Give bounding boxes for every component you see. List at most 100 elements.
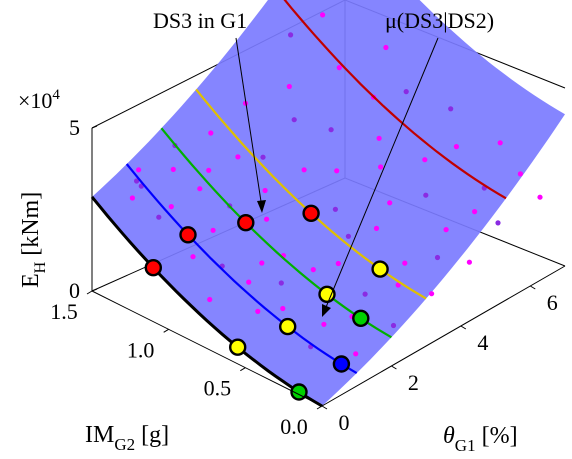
scatter-point (208, 130, 214, 136)
x-tick-mark (530, 285, 536, 290)
scatter-point (210, 227, 216, 233)
y-tick-label: 0.0 (280, 414, 308, 439)
x-tick-label: 4 (477, 330, 488, 355)
x-axis-label: θG1 [%] (443, 423, 518, 455)
damage-marker (144, 259, 163, 277)
damage-state-curve (90, 195, 323, 408)
scatter-point (134, 178, 140, 184)
z-tick-label: 5 (69, 115, 80, 140)
scatter-point (378, 164, 384, 170)
damage-marker (302, 204, 320, 223)
x-tick-label: 2 (408, 370, 419, 395)
scatter-point (170, 166, 176, 172)
scatter-point (336, 65, 342, 71)
scatter-point (259, 260, 265, 266)
annotation-ds3-in-g1: DS3 in G1 (153, 8, 247, 33)
scatter-point (246, 279, 252, 285)
damage-marker (279, 317, 297, 336)
damage-marker (371, 260, 389, 278)
scatter-point (321, 321, 327, 327)
scatter-point (156, 214, 162, 220)
damage-marker (352, 309, 370, 327)
scatter-point (466, 259, 472, 265)
annotation-arrows (235, 37, 439, 317)
x-tick-label: 0 (339, 410, 350, 435)
y-tick-mark (316, 405, 323, 410)
scatter-point (537, 194, 543, 200)
scatter-point (301, 167, 307, 173)
damage-marker (228, 338, 247, 356)
z-tick-mark (91, 288, 98, 292)
x-tick-label: 6 (547, 290, 558, 315)
annotation-arrow-ds3 (235, 37, 263, 209)
scatter-point (387, 200, 393, 206)
scatter-point (288, 32, 294, 38)
z-tick-mark (91, 125, 98, 129)
damage-marker (318, 285, 336, 303)
scatter-point (197, 186, 203, 192)
scatter-point (423, 192, 429, 198)
scatter-point (190, 254, 196, 260)
annotation-mu-ds3-ds2: μ(DS3|DS2) (385, 8, 494, 33)
y-axis-label: IMG2 [g] (85, 422, 169, 454)
damage-state-curve (283, 0, 507, 200)
curve-layer (90, 0, 507, 408)
y-tick-mark (86, 290, 93, 295)
y-tick-label: 1.0 (127, 337, 155, 362)
scatter-point (395, 282, 401, 288)
y-tick-mark (163, 328, 169, 333)
scatter-point (320, 12, 326, 18)
scatter-point (353, 351, 359, 357)
scatter-point (328, 127, 334, 133)
y-tick-label: 1.5 (50, 299, 78, 324)
scatter-point (310, 267, 316, 273)
scatter-point (280, 305, 286, 312)
x-tick-mark (391, 365, 397, 370)
scatter-point (291, 117, 297, 123)
scatter-point (495, 220, 501, 226)
y-tick-mark (240, 367, 246, 372)
z-axis-label: EH [kNm] (18, 192, 49, 288)
scatter-point (403, 89, 409, 95)
scatter-point (362, 291, 368, 297)
scatter-point (402, 260, 408, 266)
annotation-arrowhead-ds3 (257, 200, 266, 213)
scatter-point (168, 204, 174, 210)
x-tick-mark (460, 325, 467, 330)
scatter-point (235, 154, 241, 160)
scatter-point (453, 144, 459, 150)
z-exponent-label: ×104 (18, 87, 60, 113)
scatter-point (383, 44, 389, 51)
scatter-point (422, 157, 428, 163)
scatter-point (136, 167, 142, 173)
scatter-point (335, 260, 341, 267)
scatter-point (286, 83, 292, 90)
scatter-point (206, 167, 212, 173)
damage-marker (237, 213, 255, 232)
scatter-point (376, 135, 382, 141)
scatter-point (262, 187, 268, 194)
scatter-point (264, 216, 270, 222)
scatter-point (207, 296, 213, 303)
scatter-point (332, 206, 338, 212)
y-tick-label: 0.5 (204, 376, 232, 401)
marker-layer (144, 204, 389, 401)
damage-marker (290, 383, 308, 401)
scatter-point (497, 140, 503, 146)
scatter-point (373, 225, 380, 231)
scatter-point (443, 227, 449, 233)
scatter-point (278, 280, 284, 286)
scatter-point (255, 308, 261, 314)
scatter-point (472, 209, 478, 215)
z-tick-label: 0 (69, 278, 80, 303)
scatter-point (260, 154, 266, 160)
fit-surface (92, 0, 565, 406)
x-tick-mark (321, 405, 328, 410)
scatter-point (517, 171, 524, 177)
damage-state-curve (125, 163, 358, 375)
x-axis-line (321, 265, 566, 407)
y-axis-line (91, 290, 323, 407)
annotation-arrow-mu (323, 37, 439, 313)
